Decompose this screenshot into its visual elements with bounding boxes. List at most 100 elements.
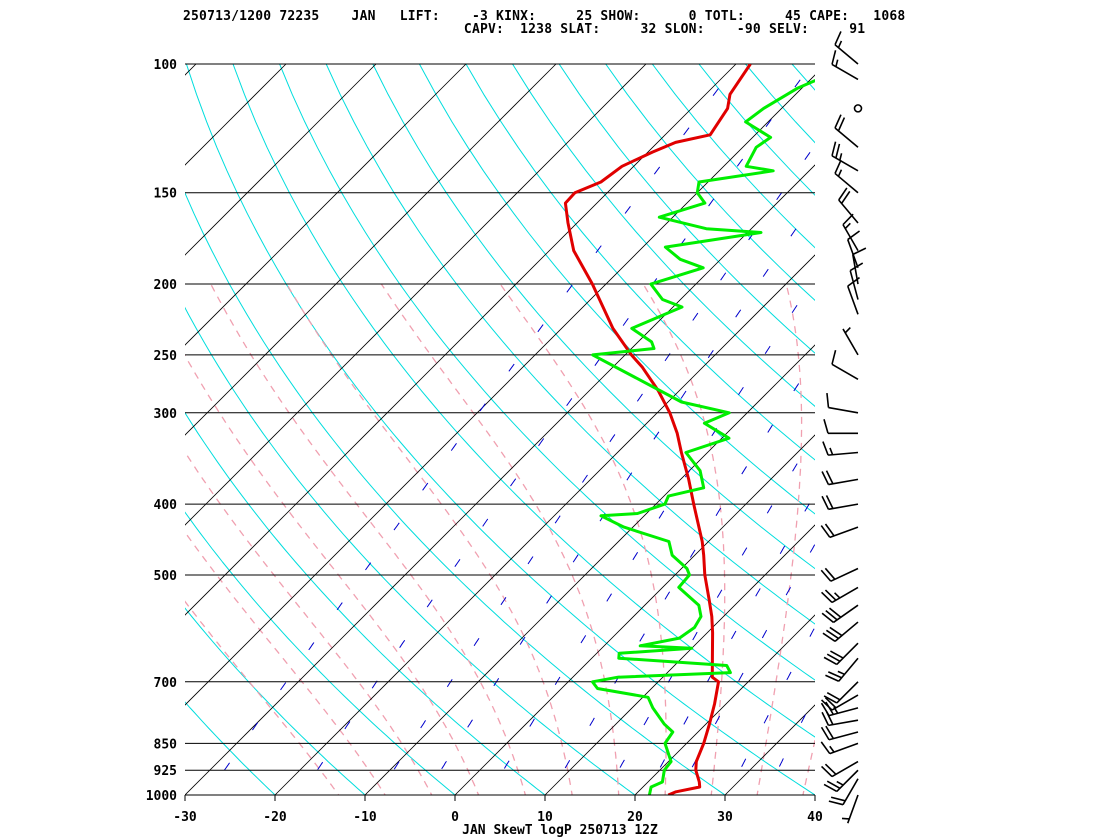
temperature-profile xyxy=(563,64,752,795)
dry-adiabat xyxy=(372,64,815,570)
mixing-ratio-line xyxy=(809,782,815,795)
wind-barb xyxy=(821,470,859,486)
dry-adiabat xyxy=(185,64,815,795)
dry-adiabat xyxy=(185,511,456,795)
isotherm-line xyxy=(274,254,815,795)
dry-adiabat xyxy=(698,64,815,196)
dry-adiabat xyxy=(418,64,815,515)
sounding-profiles xyxy=(563,64,815,795)
moist-adiabat xyxy=(185,600,340,795)
wind-barb xyxy=(828,778,859,806)
wind-barb xyxy=(820,760,859,778)
mixing-ratio-line xyxy=(300,64,813,795)
wind-barb xyxy=(820,523,859,539)
isotherm-line xyxy=(185,164,815,795)
dry-adiabat xyxy=(325,64,815,625)
moist-adiabat xyxy=(185,354,480,795)
moist-adiabat xyxy=(210,283,527,795)
pressure-tick-label: 400 xyxy=(154,498,178,513)
pressure-tick-label: 300 xyxy=(154,407,178,422)
isotherm-line xyxy=(0,64,106,795)
dry-adiabat xyxy=(512,64,815,407)
wind-barb xyxy=(834,31,859,65)
dry-adiabat xyxy=(232,64,815,738)
header-line-1: 250713/1200 72235 JAN LIFT: -3 KINX: 25 … xyxy=(183,9,906,24)
wind-barb-column xyxy=(820,31,867,824)
pressure-tick-label: 925 xyxy=(154,764,177,779)
moist-adiabat xyxy=(802,737,815,795)
wind-barb xyxy=(842,327,859,356)
moist-adiabat xyxy=(286,283,573,795)
wind-barb xyxy=(841,794,859,824)
temperature-tick-label: 40 xyxy=(807,810,823,825)
wind-barb xyxy=(820,741,859,755)
dry-adiabat xyxy=(745,64,815,144)
pressure-tick-label: 850 xyxy=(154,737,178,752)
wind-barb xyxy=(820,694,859,711)
dry-adiabat xyxy=(185,191,726,795)
dry-adiabat xyxy=(885,64,1120,811)
dry-adiabat xyxy=(279,64,815,681)
wind-barb xyxy=(820,567,859,582)
temperature-tick-label: -30 xyxy=(173,810,197,825)
dry-adiabat xyxy=(185,607,366,795)
dry-adiabat xyxy=(185,701,276,795)
dry-adiabat xyxy=(185,306,636,795)
dry-adiabat xyxy=(605,64,815,301)
temperature-tick-label: -20 xyxy=(263,810,287,825)
dry-adiabat xyxy=(185,412,546,795)
mixing-ratio-line xyxy=(644,493,815,795)
temperature-tick-label: 20 xyxy=(627,810,643,825)
wind-barb xyxy=(852,247,867,285)
moist-adiabat xyxy=(756,283,803,795)
mixing-ratio-line xyxy=(206,64,738,795)
dry-adiabat xyxy=(932,64,1120,811)
moist-adiabat xyxy=(380,283,620,795)
isotherm-line xyxy=(364,344,815,795)
wind-barb xyxy=(831,141,859,172)
wind-barb xyxy=(849,262,864,300)
wind-barb xyxy=(846,230,860,269)
header-line-2: CAPV: 1238 SLAT: 32 SLON: -90 SELV: 91 xyxy=(183,22,866,37)
wind-barb xyxy=(834,159,859,194)
temperature-tick-label: 10 xyxy=(537,810,553,825)
isotherm-line xyxy=(724,704,815,795)
wind-barb xyxy=(820,701,859,717)
wind-barb xyxy=(823,642,859,666)
wind-barb xyxy=(821,604,859,624)
isotherm-line xyxy=(814,794,815,795)
dewpoint-profile xyxy=(591,78,815,795)
wind-barb xyxy=(822,621,859,643)
temperature-tick-label: 30 xyxy=(717,810,733,825)
pressure-tick-label: 700 xyxy=(154,676,178,691)
wind-barb xyxy=(826,393,859,414)
wind-barb xyxy=(838,187,859,224)
pressure-tick-label: 1000 xyxy=(146,789,177,804)
wind-barb xyxy=(821,495,859,511)
wind-barb xyxy=(823,769,859,793)
mixing-ratio-line xyxy=(726,626,815,795)
chart-title: JAN SkewT logP 250713 12Z xyxy=(462,823,658,838)
wind-barb xyxy=(822,441,859,456)
mixing-ratio-line xyxy=(604,433,815,795)
isotherm-line xyxy=(185,64,737,616)
wind-barb xyxy=(823,419,858,435)
moist-adiabat xyxy=(642,283,726,795)
isotherm-line xyxy=(185,64,287,166)
isotherm-line xyxy=(185,64,467,346)
isotherm-line xyxy=(185,64,647,526)
pressure-tick-label: 100 xyxy=(154,58,178,73)
moist-adiabat xyxy=(185,531,386,795)
pressure-tick-label: 200 xyxy=(154,278,178,293)
isotherm-line xyxy=(185,74,815,706)
wind-barb xyxy=(820,725,859,741)
dry-adiabat xyxy=(839,64,1120,811)
mixing-ratio-line xyxy=(764,694,815,795)
isotherm-line xyxy=(185,64,557,436)
isotherm-line xyxy=(634,614,815,795)
temperature-tick-label: 0 xyxy=(451,810,459,825)
wind-barb xyxy=(853,104,863,113)
skewt-background-grid xyxy=(0,64,1120,811)
isotherm-line xyxy=(454,434,815,795)
wind-barb xyxy=(820,586,859,604)
